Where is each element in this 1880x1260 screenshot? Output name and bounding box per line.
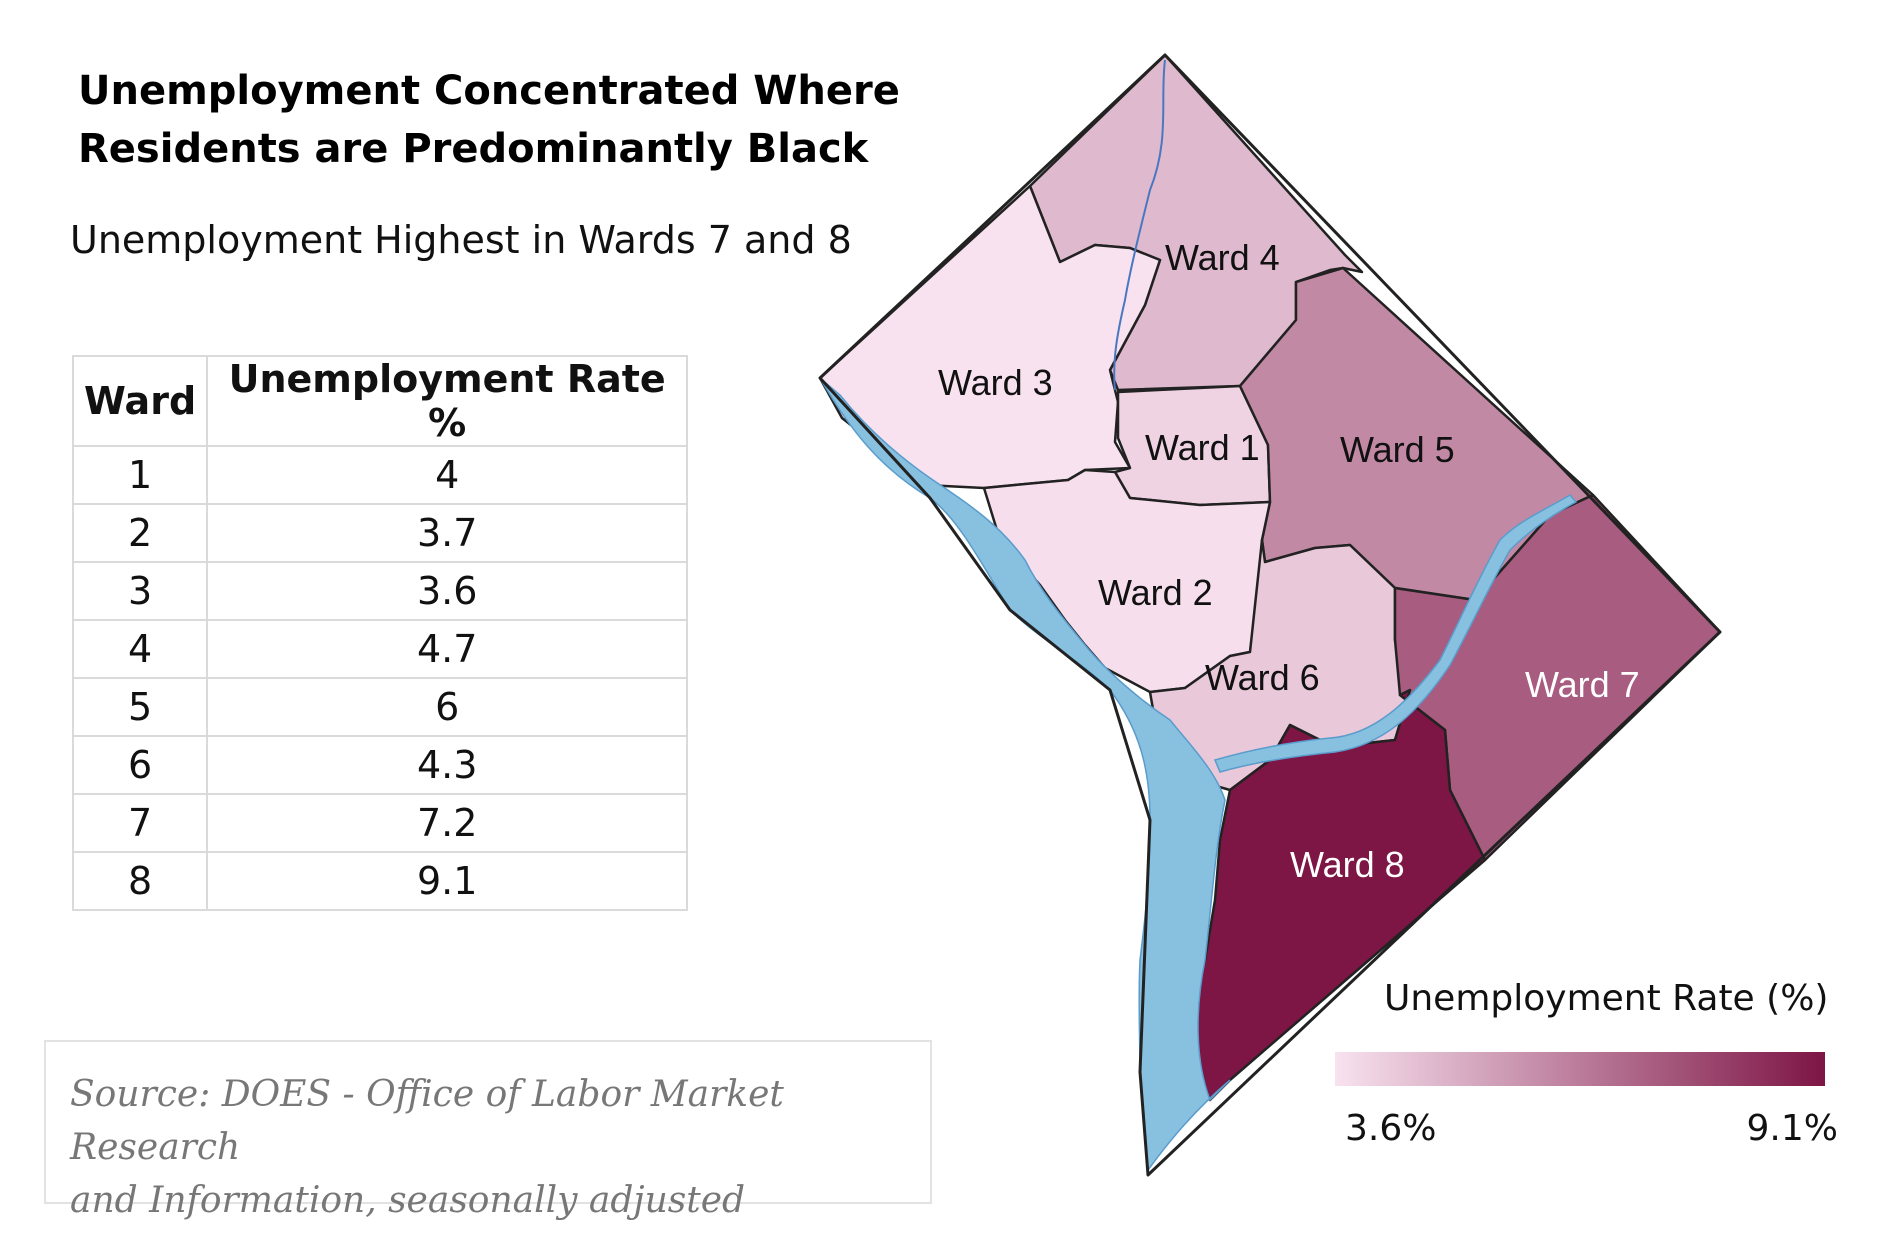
table-row: 5 6 bbox=[71, 677, 689, 737]
ward-cell: 7 bbox=[71, 793, 209, 853]
ward-cell: 5 bbox=[71, 677, 209, 737]
ward-6-label: Ward 6 bbox=[1205, 657, 1320, 698]
legend-min-label: 3.6% bbox=[1345, 1108, 1437, 1149]
ward-cell: 2 bbox=[71, 503, 209, 563]
rate-cell: 9.1 bbox=[206, 851, 689, 911]
rate-cell: 3.7 bbox=[206, 503, 689, 563]
table-row: 1 4 bbox=[71, 445, 689, 505]
table-row: 7 7.2 bbox=[71, 793, 689, 853]
legend-max-label: 9.1% bbox=[1746, 1108, 1838, 1149]
map-title: Unemployment Concentrated Where Resident… bbox=[78, 62, 900, 178]
rock-creek bbox=[1113, 59, 1166, 391]
rate-cell: 3.6 bbox=[206, 561, 689, 621]
legend-title: Unemployment Rate (%) bbox=[1384, 978, 1829, 1019]
table-row: 8 9.1 bbox=[71, 851, 689, 911]
ward-1-label: Ward 1 bbox=[1145, 427, 1260, 468]
rate-cell: 4.3 bbox=[206, 735, 689, 795]
ward-cell: 8 bbox=[71, 851, 209, 911]
ward-3-label: Ward 3 bbox=[938, 362, 1053, 403]
source-note: Source: DOES - Office of Labor Market Re… bbox=[44, 1040, 932, 1221]
title-line-1: Unemployment Concentrated Where bbox=[78, 68, 900, 114]
unemployment-table: Ward Unemployment Rate % 1 4 2 3.7 3 3.6… bbox=[71, 355, 689, 911]
ward-cell: 3 bbox=[71, 561, 209, 621]
ward-4-label: Ward 4 bbox=[1165, 237, 1280, 278]
rate-cell: 4.7 bbox=[206, 619, 689, 679]
ward-7-label: Ward 7 bbox=[1525, 664, 1640, 705]
ward-cell: 4 bbox=[71, 619, 209, 679]
ward-cell: 6 bbox=[71, 735, 209, 795]
dc-boundary bbox=[818, 53, 1722, 1177]
ward-cell: 1 bbox=[71, 445, 209, 505]
legend-color-bar bbox=[1335, 1052, 1825, 1086]
subtitle: Unemployment Highest in Wards 7 and 8 bbox=[70, 218, 852, 262]
table-header-row: Ward Unemployment Rate % bbox=[71, 355, 689, 447]
table-row: 4 4.7 bbox=[71, 619, 689, 679]
ward-5-label: Ward 5 bbox=[1340, 429, 1455, 470]
rate-cell: 7.2 bbox=[206, 793, 689, 853]
anacostia-river bbox=[1213, 494, 1578, 773]
ward-8-label: Ward 8 bbox=[1290, 844, 1405, 885]
source-line-2: and Information, seasonally adjusted bbox=[70, 1180, 746, 1221]
ward-2-label: Ward 2 bbox=[1098, 572, 1213, 613]
rate-cell: 6 bbox=[206, 677, 689, 737]
rate-cell: 4 bbox=[206, 445, 689, 505]
header-rate: Unemployment Rate % bbox=[206, 355, 689, 447]
table-row: 6 4.3 bbox=[71, 735, 689, 795]
table-row: 3 3.6 bbox=[71, 561, 689, 621]
table-row: 2 3.7 bbox=[71, 503, 689, 563]
title-line-2: Residents are Predominantly Black bbox=[78, 126, 869, 172]
source-line-1: Source: DOES - Office of Labor Market Re… bbox=[70, 1074, 784, 1168]
header-ward: Ward bbox=[71, 355, 209, 447]
